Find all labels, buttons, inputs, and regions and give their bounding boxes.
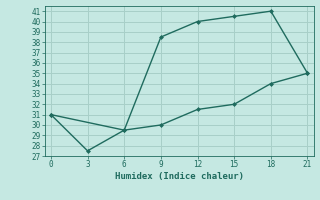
- X-axis label: Humidex (Indice chaleur): Humidex (Indice chaleur): [115, 172, 244, 181]
